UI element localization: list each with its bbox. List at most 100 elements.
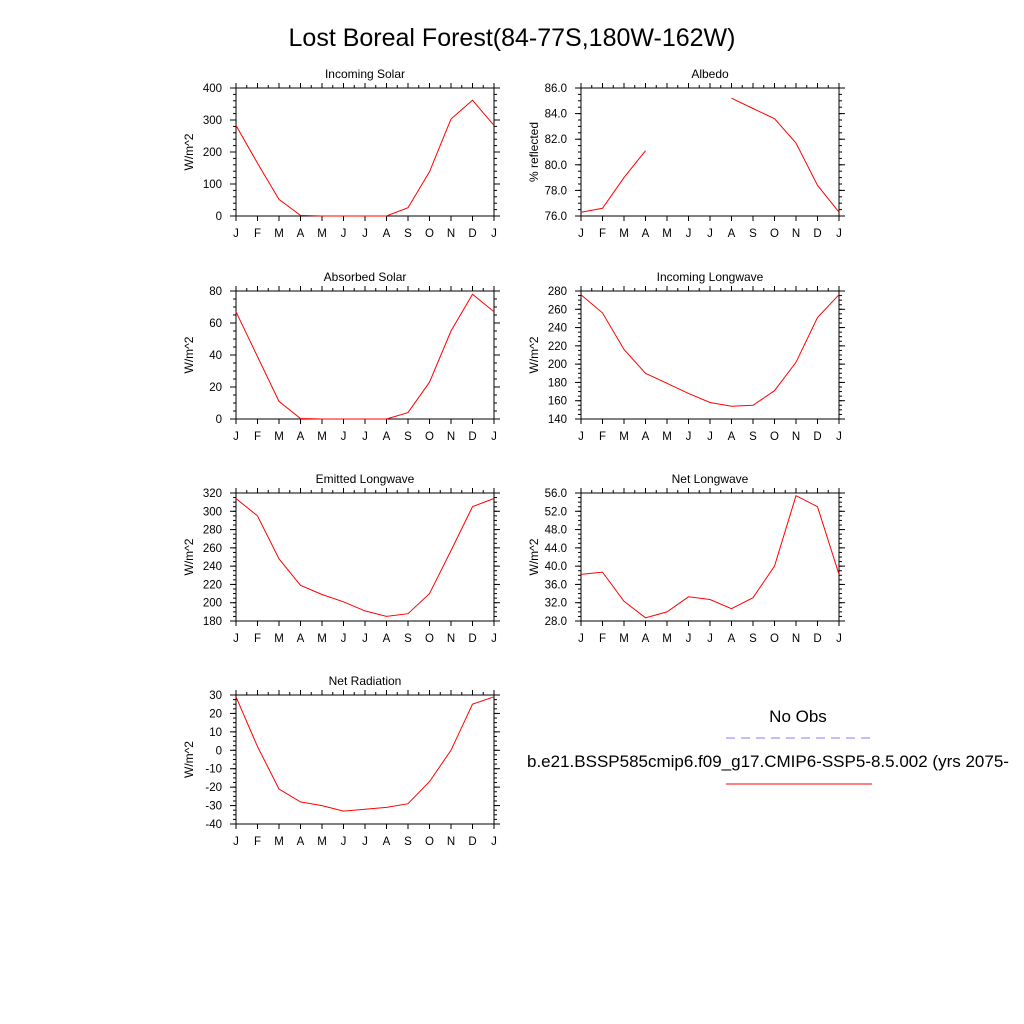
x-tick-label: M: [274, 836, 284, 848]
x-tick-label: F: [254, 228, 261, 240]
x-tick-label: M: [317, 633, 327, 645]
y-tick-label: -20: [205, 782, 222, 794]
x-tick-label: F: [254, 431, 261, 443]
x-tick-label: N: [792, 228, 800, 240]
y-tick-label: 300: [203, 115, 222, 127]
y-tick-label: 44.0: [545, 543, 567, 555]
x-tick-label: A: [297, 431, 305, 443]
x-tick-label: A: [383, 633, 391, 645]
x-tick-label: A: [383, 836, 391, 848]
series-line: [731, 97, 840, 213]
x-tick-label: J: [491, 228, 497, 240]
x-tick-label: O: [425, 633, 434, 645]
y-axis-label: W/m^2: [527, 336, 541, 373]
panel-title: Albedo: [691, 67, 729, 81]
x-tick-label: D: [813, 228, 821, 240]
y-tick-label: 84.0: [545, 109, 567, 121]
x-tick-label: D: [468, 633, 476, 645]
y-tick-label: 40.0: [545, 561, 567, 573]
x-tick-label: J: [686, 431, 692, 443]
x-tick-label: M: [619, 633, 629, 645]
x-tick-label: F: [254, 633, 261, 645]
x-tick-label: O: [425, 836, 434, 848]
legend: No Obs b.e21.BSSP585cmip6.f09_g17.CMIP6-S…: [527, 707, 1009, 785]
y-tick-label: 0: [216, 745, 222, 757]
x-tick-label: A: [728, 228, 736, 240]
y-tick-label: 86.0: [545, 83, 567, 95]
plot-frame: [235, 694, 495, 825]
x-tick-label: O: [425, 228, 434, 240]
x-tick-label: M: [317, 431, 327, 443]
y-tick-label: 20: [209, 708, 222, 720]
y-tick-label: 80: [209, 286, 222, 298]
y-tick-label: 28.0: [545, 616, 567, 628]
x-tick-label: A: [642, 228, 650, 240]
x-tick-label: F: [599, 431, 606, 443]
x-tick-label: N: [447, 431, 455, 443]
y-axis-label: W/m^2: [182, 336, 196, 373]
y-tick-label: 10: [209, 727, 222, 739]
y-tick-label: 78.0: [545, 185, 567, 197]
y-tick-label: 200: [203, 598, 222, 610]
x-tick-label: A: [642, 633, 650, 645]
x-tick-label: J: [707, 228, 713, 240]
y-tick-label: 82.0: [545, 134, 567, 146]
x-tick-label: N: [792, 633, 800, 645]
x-tick-label: A: [297, 228, 305, 240]
x-tick-label: N: [447, 228, 455, 240]
x-tick-label: J: [836, 431, 842, 443]
x-tick-label: M: [317, 836, 327, 848]
x-tick-label: N: [447, 633, 455, 645]
y-tick-label: 280: [203, 525, 222, 537]
y-tick-label: 36.0: [545, 579, 567, 591]
plot-frame: [235, 87, 495, 217]
legend-label: b.e21.BSSP585cmip6.f09_g17.CMIP6-SSP5-8.…: [527, 752, 1009, 771]
series-line: [580, 494, 840, 619]
y-tick-label: -10: [205, 764, 222, 776]
y-tick-label: 52.0: [545, 506, 567, 518]
y-tick-label: 240: [548, 323, 567, 335]
x-tick-label: J: [233, 228, 239, 240]
x-tick-label: J: [233, 431, 239, 443]
y-axis-label: W/m^2: [182, 741, 196, 778]
plot-frame: [235, 290, 495, 420]
y-tick-label: 76.0: [545, 211, 567, 223]
y-tick-label: 260: [203, 543, 222, 555]
x-tick-label: A: [297, 836, 305, 848]
series-line: [580, 294, 840, 407]
x-tick-label: M: [274, 633, 284, 645]
series-line: [235, 99, 495, 217]
x-tick-label: A: [728, 633, 736, 645]
y-axis-label: W/m^2: [527, 538, 541, 575]
figure-title: Lost Boreal Forest(84-77S,180W-162W): [289, 24, 736, 52]
x-tick-label: M: [317, 228, 327, 240]
x-tick-label: J: [836, 633, 842, 645]
x-tick-label: S: [404, 431, 412, 443]
x-tick-label: J: [362, 431, 368, 443]
plot-frame: [235, 492, 495, 622]
y-tick-label: -40: [205, 819, 222, 831]
x-tick-label: N: [447, 836, 455, 848]
y-tick-label: 200: [548, 359, 567, 371]
x-tick-label: F: [599, 633, 606, 645]
x-tick-label: M: [274, 431, 284, 443]
y-tick-label: 160: [548, 396, 567, 408]
panel-title: Net Longwave: [672, 472, 749, 486]
x-tick-label: J: [233, 633, 239, 645]
y-tick-label: 56.0: [545, 488, 567, 500]
x-tick-label: J: [491, 836, 497, 848]
panel-title: Incoming Solar: [325, 67, 405, 81]
y-axis-label: W/m^2: [182, 538, 196, 575]
x-tick-label: J: [362, 228, 368, 240]
y-tick-label: 0: [216, 211, 222, 223]
y-tick-label: 180: [548, 377, 567, 389]
x-tick-label: J: [578, 431, 584, 443]
x-tick-label: J: [362, 633, 368, 645]
